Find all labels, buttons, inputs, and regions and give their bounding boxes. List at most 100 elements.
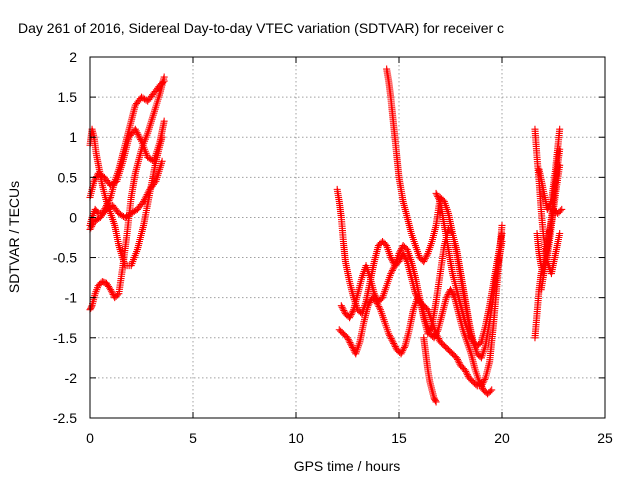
data-point — [465, 330, 473, 338]
data-point — [488, 386, 496, 394]
y-tick-label: -2.5 — [53, 410, 77, 426]
data-point — [461, 366, 469, 374]
data-point — [337, 302, 345, 310]
data-point — [420, 258, 428, 266]
data-point — [160, 77, 168, 85]
data-point — [387, 335, 395, 343]
data-point — [431, 397, 439, 405]
y-tick-label: -1 — [65, 290, 78, 306]
data-point — [348, 309, 356, 317]
data-point — [434, 193, 442, 201]
data-point — [423, 251, 431, 259]
data-point — [389, 338, 397, 346]
data-point — [389, 265, 397, 273]
data-point — [346, 312, 354, 320]
data-point — [141, 194, 149, 202]
data-point — [144, 189, 152, 197]
data-point — [390, 339, 398, 347]
data-point — [544, 204, 552, 212]
data-trace — [537, 205, 566, 294]
data-point — [402, 254, 410, 262]
x-tick-label: 25 — [597, 430, 613, 446]
data-point — [427, 323, 435, 331]
data-point — [346, 314, 354, 322]
x-axis-label: GPS time / hours — [294, 458, 401, 474]
y-tick-label: 1.5 — [58, 89, 78, 105]
data-point — [339, 305, 347, 313]
data-point — [107, 286, 115, 294]
y-tick-label: 0 — [69, 209, 77, 225]
data-point — [397, 350, 405, 358]
data-point — [87, 224, 95, 232]
data-point — [424, 330, 432, 338]
data-point — [391, 343, 399, 351]
data-point — [92, 174, 100, 182]
data-point — [366, 298, 374, 306]
data-point — [453, 354, 461, 362]
plot-frame — [89, 56, 606, 419]
data-point — [387, 254, 395, 262]
data-point — [151, 179, 159, 187]
x-tick-label: 0 — [86, 430, 94, 446]
data-point — [386, 333, 394, 341]
data-point — [386, 331, 394, 339]
y-tick-label: -0.5 — [53, 250, 77, 266]
data-point — [432, 331, 440, 339]
data-point — [476, 380, 484, 388]
data-point — [158, 157, 166, 165]
data-trace — [335, 286, 496, 398]
data-point — [422, 253, 430, 261]
data-point — [388, 266, 396, 274]
data-point — [396, 248, 404, 256]
x-tick-label: 5 — [189, 430, 197, 446]
data-point — [398, 348, 406, 356]
data-point — [388, 336, 396, 344]
data-point — [340, 307, 348, 315]
data-point — [344, 334, 351, 342]
data-point — [137, 136, 145, 144]
data-point — [486, 387, 494, 395]
data-point — [432, 398, 440, 406]
data-point — [388, 268, 396, 276]
data-point — [481, 375, 489, 383]
data-point — [433, 191, 441, 199]
data-point — [349, 307, 357, 315]
data-point — [448, 289, 456, 297]
data-point — [347, 340, 355, 348]
data-points — [86, 65, 566, 406]
data-point — [543, 205, 551, 213]
data-point — [160, 117, 168, 125]
data-point — [346, 339, 354, 347]
data-point — [462, 367, 470, 375]
data-point — [390, 341, 398, 349]
data-trace — [86, 157, 166, 233]
data-point — [432, 189, 440, 197]
data-point — [338, 303, 346, 311]
data-point — [93, 208, 101, 216]
data-point — [90, 177, 98, 185]
data-point — [397, 246, 405, 254]
data-point — [556, 125, 564, 133]
data-point — [88, 222, 96, 230]
y-tick-label: 1 — [69, 129, 77, 145]
data-point — [425, 328, 433, 336]
data-point — [400, 345, 408, 353]
data-point — [433, 327, 441, 335]
data-point — [475, 378, 483, 386]
data-point — [399, 347, 407, 355]
data-point — [442, 294, 450, 302]
data-trace — [432, 189, 506, 350]
data-point — [425, 327, 433, 335]
data-trace — [535, 125, 564, 213]
y-tick-label: 0.5 — [58, 169, 78, 185]
data-point — [432, 329, 440, 337]
data-point — [455, 359, 463, 367]
data-point — [480, 377, 488, 385]
data-point — [135, 132, 143, 140]
data-point — [477, 381, 485, 389]
data-point — [556, 229, 564, 237]
data-point — [463, 371, 471, 379]
data-point — [556, 207, 564, 215]
chart-title: Day 261 of 2016, Sidereal Day-to-day VTE… — [18, 20, 504, 36]
